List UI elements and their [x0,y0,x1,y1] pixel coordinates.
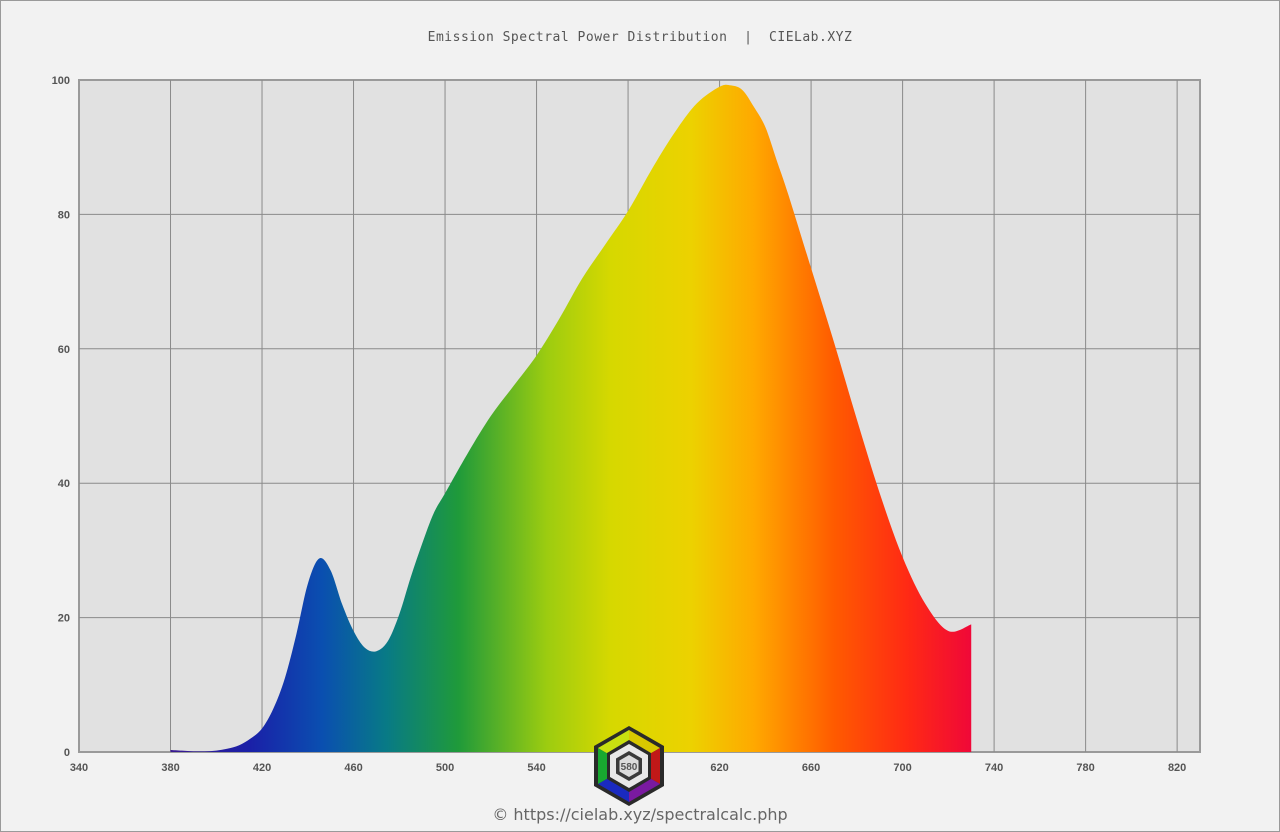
y-tick-label: 100 [52,75,70,87]
y-tick-label: 20 [58,613,70,625]
x-tick-label: 380 [161,762,179,774]
x-tick-label: 820 [1168,762,1186,774]
x-tick-label: 340 [70,762,88,774]
y-tick-label: 80 [58,209,70,221]
x-tick-label: 660 [802,762,820,774]
y-tick-label: 40 [58,478,70,490]
x-tick-label: 780 [1076,762,1094,774]
x-tick-label: 500 [436,762,454,774]
x-tick-label: 620 [710,762,728,774]
x-tick-label: 740 [985,762,1003,774]
cielab-logo-icon: 580 [594,726,664,806]
y-axis-ticks: 0 20 40 60 80 100 [52,75,70,759]
x-tick-label: 540 [527,762,545,774]
x-tick-label: 420 [253,762,271,774]
y-tick-label: 0 [64,747,70,759]
x-tick-label: 460 [344,762,362,774]
spectrum-area [170,84,972,753]
x-tick-label: 700 [893,762,911,774]
chart-title: Emission Spectral Power Distribution | C… [427,30,853,45]
logo-label: 580 [621,762,638,773]
y-tick-label: 60 [58,344,70,356]
x-axis-ticks: 340 380 420 460 500 540 580 620 660 700 740 780 820 [70,762,1186,774]
source-credit[interactable]: © https://cielab.xyz/spectralcalc.php [492,805,788,824]
